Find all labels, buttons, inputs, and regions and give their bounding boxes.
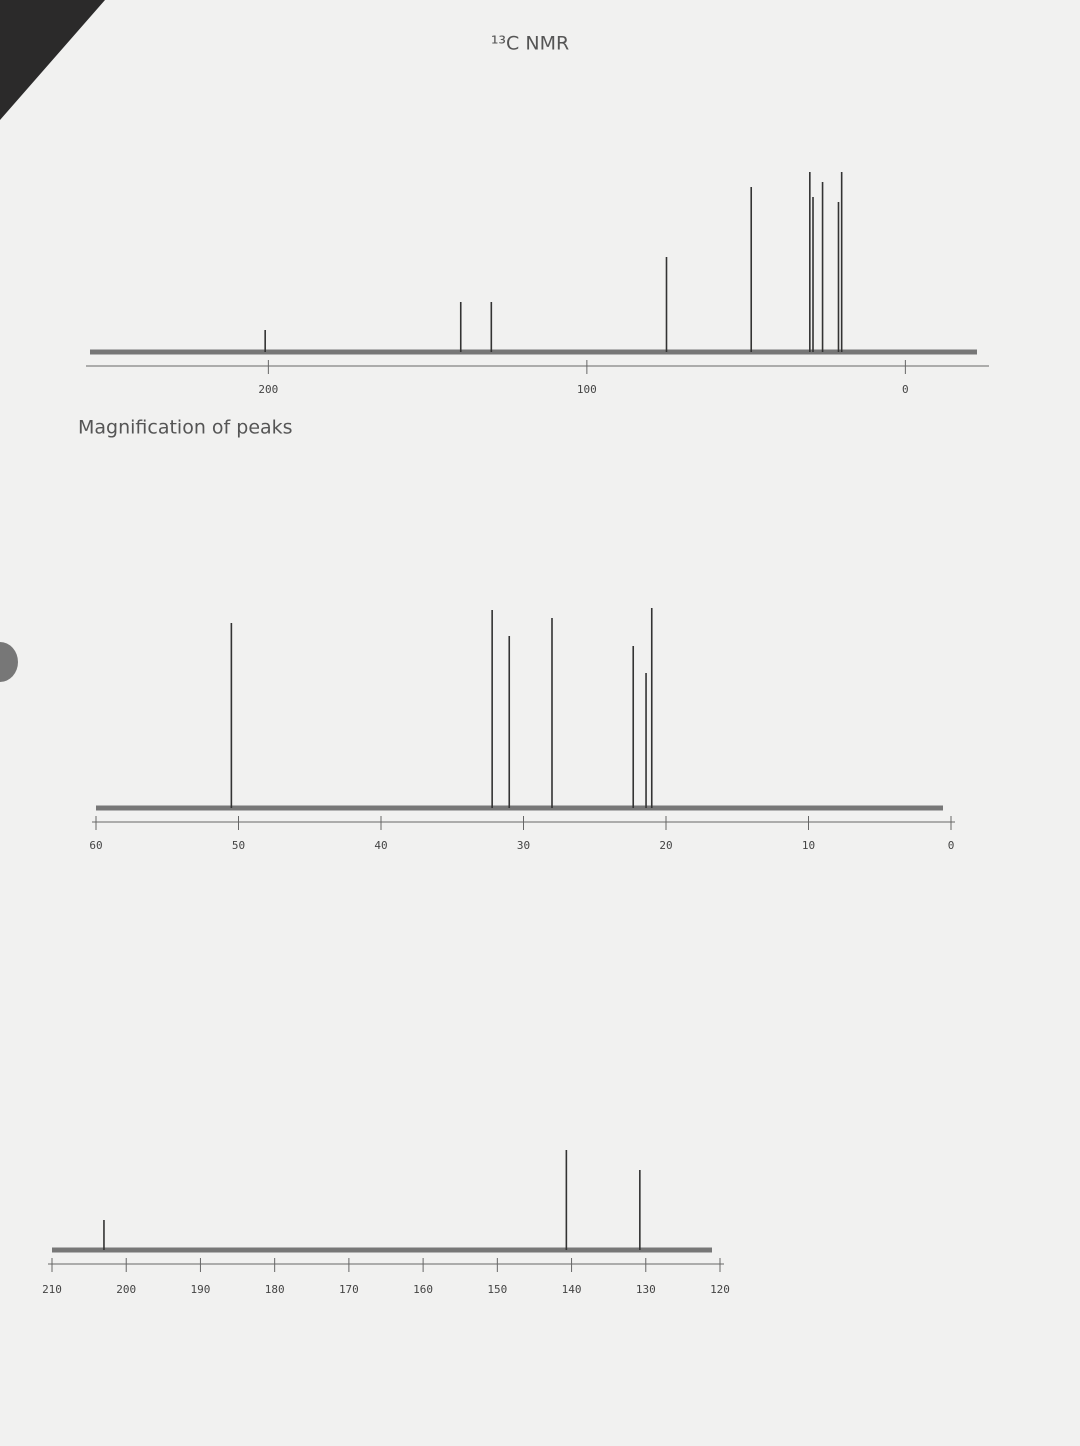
x-tick-label: 30 bbox=[517, 839, 530, 852]
x-tick-label: 210 bbox=[42, 1283, 62, 1296]
x-tick-label: 130 bbox=[636, 1283, 656, 1296]
x-tick-label: 180 bbox=[265, 1283, 285, 1296]
x-tick-label: 50 bbox=[232, 839, 245, 852]
chart-title: ¹³C NMR bbox=[491, 33, 569, 55]
x-tick-label: 200 bbox=[116, 1283, 136, 1296]
x-tick-label: 60 bbox=[89, 839, 102, 852]
x-tick-label: 40 bbox=[374, 839, 387, 852]
x-tick-label: 140 bbox=[562, 1283, 582, 1296]
x-tick-label: 160 bbox=[413, 1283, 433, 1296]
punch-hole bbox=[0, 642, 18, 682]
x-tick-label: 20 bbox=[659, 839, 672, 852]
x-tick-label: 170 bbox=[339, 1283, 359, 1296]
x-tick-label: 100 bbox=[577, 383, 597, 396]
dark-corner bbox=[0, 0, 105, 120]
x-tick-label: 200 bbox=[258, 383, 278, 396]
chart-title: Magnification of peaks bbox=[78, 417, 293, 439]
x-tick-label: 150 bbox=[487, 1283, 507, 1296]
x-tick-label: 0 bbox=[948, 839, 955, 852]
x-tick-label: 120 bbox=[710, 1283, 730, 1296]
x-tick-label: 10 bbox=[802, 839, 815, 852]
x-tick-label: 190 bbox=[191, 1283, 211, 1296]
x-tick-label: 0 bbox=[902, 383, 909, 396]
